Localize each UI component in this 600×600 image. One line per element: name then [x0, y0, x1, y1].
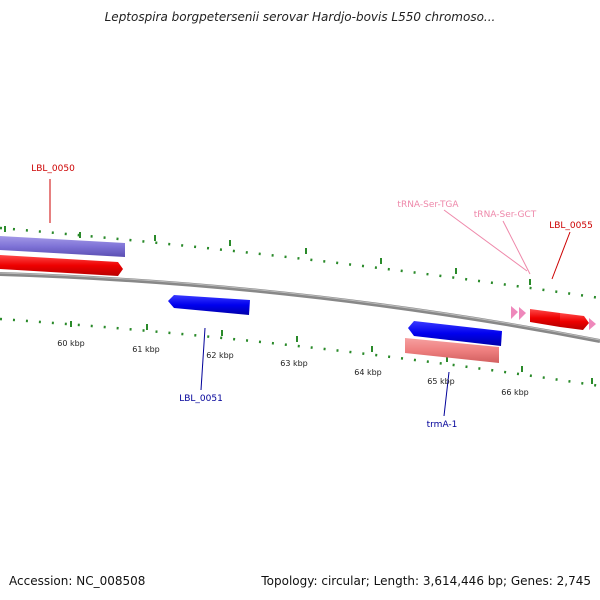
tick-label-61-kbp: 61 kbp: [132, 345, 160, 354]
feature-trma-1-cds[interactable]: [408, 321, 502, 346]
leader-line-lbl-0055: [551, 231, 571, 280]
leader-line-trma-1: [443, 371, 450, 417]
lower-track-major-ticks: [70, 321, 593, 384]
label-trna-ser-tga: tRNA-Ser-TGA: [397, 200, 459, 210]
feature-red-cds-a[interactable]: [530, 309, 560, 327]
feature-trna-ser-tga[interactable]: [511, 306, 518, 319]
tick-label-60-kbp: 60 kbp: [57, 339, 85, 348]
feature-purple-cds[interactable]: [0, 236, 125, 257]
upper-track-major-ticks: [4, 226, 531, 285]
tick-label-64-kbp: 64 kbp: [354, 368, 382, 377]
feature-lbl-0050-cds[interactable]: [0, 255, 123, 276]
label-lbl-0051: LBL_0051: [179, 394, 223, 404]
feature-pink-cds[interactable]: [405, 338, 499, 363]
map-title: Leptospira borgpetersenii serovar Hardjo…: [104, 10, 496, 24]
chromosome-backbone: [0, 272, 600, 343]
tick-label-62-kbp: 62 kbp: [206, 351, 234, 360]
label-lbl-0050: LBL_0050: [31, 164, 75, 174]
label-lbl-0055: LBL_0055: [549, 221, 593, 231]
feature-pink-trna-right[interactable]: [589, 318, 596, 330]
feature-lbl-0055-cds[interactable]: [560, 313, 589, 330]
tick-label-66-kbp: 66 kbp: [501, 388, 529, 397]
lower-dotted-track: [0, 317, 600, 388]
leader-line-trna-ser-tga: [443, 209, 528, 272]
chromosome-backbone-highlight: [0, 272, 600, 341]
leader-line-trna-ser-gct: [502, 220, 531, 275]
genome-summary-text: Topology: circular; Length: 3,614,446 bp…: [261, 574, 591, 588]
tick-label-63-kbp: 63 kbp: [280, 359, 308, 368]
label-trma-1: trmA-1: [427, 420, 458, 430]
accession-text: Accession: NC_008508: [9, 574, 146, 588]
feature-trna-ser-gct[interactable]: [519, 307, 526, 320]
label-trna-ser-gct: tRNA-Ser-GCT: [474, 210, 537, 220]
tick-label-65-kbp: 65 kbp: [427, 377, 455, 386]
feature-lbl-0051-cds[interactable]: [168, 295, 250, 315]
leader-line-lbl-0051: [200, 327, 206, 391]
